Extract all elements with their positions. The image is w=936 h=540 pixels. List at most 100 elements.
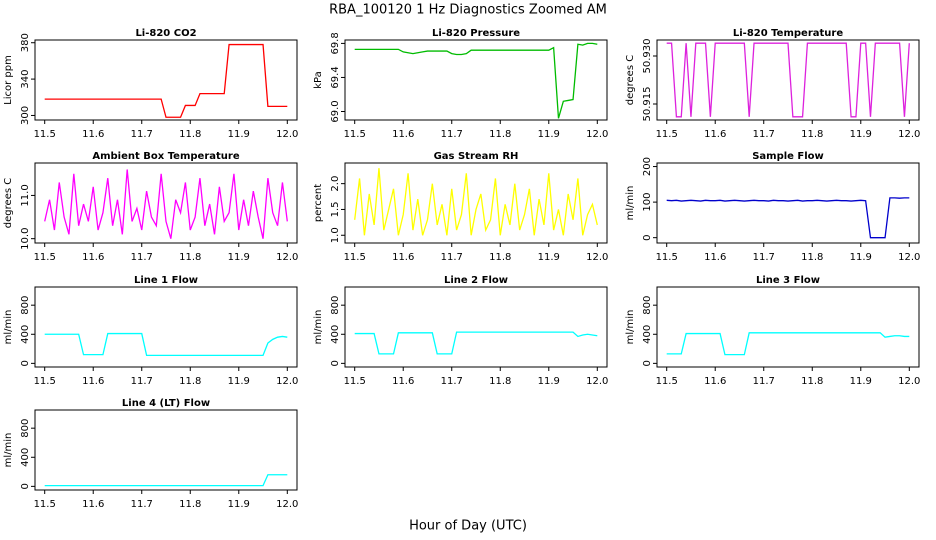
x-tick-label: 11.9 [538, 129, 560, 140]
data-line [354, 331, 598, 355]
panel-title: Li-820 Pressure [432, 28, 520, 39]
x-tick-label: 11.9 [228, 499, 250, 510]
x-tick-label: 11.6 [704, 129, 726, 140]
y-tick-label: 2.0 [330, 176, 341, 192]
y-tick-label: 1.0 [330, 227, 341, 243]
x-tick-label: 11.8 [489, 376, 511, 387]
data-line [354, 168, 598, 236]
panel-title: Ambient Box Temperature [92, 151, 239, 162]
data-line [666, 197, 910, 239]
x-tick-label: 11.9 [228, 252, 250, 263]
x-tick-label: 11.9 [538, 376, 560, 387]
y-tick-label: 800 [20, 296, 31, 315]
panel-title: Li-820 Temperature [733, 28, 843, 39]
x-tick-label: 11.6 [82, 499, 104, 510]
x-tick-label: 11.8 [801, 376, 823, 387]
panel-title: Line 3 Flow [756, 275, 820, 286]
y-tick-label: 0 [20, 483, 31, 489]
x-tick-label: 11.8 [489, 129, 511, 140]
x-tick-label: 11.6 [82, 252, 104, 263]
x-tick-label: 11.6 [82, 376, 104, 387]
y-tick-label: 400 [20, 448, 31, 467]
page-title: RBA_100120 1 Hz Diagnostics Zoomed AM [329, 3, 607, 18]
y-tick-label: 400 [642, 325, 653, 344]
data-line [354, 42, 598, 119]
y-tick-label: 0 [642, 234, 653, 240]
x-tick-label: 11.7 [753, 376, 775, 387]
x-tick-label: 11.8 [179, 129, 201, 140]
x-tick-label: 11.6 [392, 129, 414, 140]
y-tick-label: 0 [330, 360, 341, 366]
y-tick-label: 300 [20, 106, 31, 125]
y-tick-label: 11.0 [20, 184, 31, 206]
plot-frame [656, 39, 920, 121]
x-tick-label: 11.7 [753, 252, 775, 263]
x-tick-label: 11.5 [656, 252, 678, 263]
plot-frame [656, 286, 920, 368]
plot-frame [34, 162, 298, 244]
x-tick-label: 11.7 [131, 129, 153, 140]
y-tick-label: 0 [642, 360, 653, 366]
x-tick-label: 11.5 [34, 129, 56, 140]
x-tick-label: 12.0 [898, 252, 920, 263]
panel-title: Sample Flow [752, 151, 824, 162]
y-axis-label: degrees C [625, 55, 636, 105]
x-tick-label: 11.7 [131, 499, 153, 510]
x-tick-label: 11.8 [179, 376, 201, 387]
x-tick-label: 11.6 [704, 252, 726, 263]
x-tick-label: 11.8 [489, 252, 511, 263]
data-line [666, 332, 910, 356]
x-tick-label: 11.7 [441, 252, 463, 263]
x-tick-label: 11.6 [704, 376, 726, 387]
x-tick-label: 11.5 [344, 252, 366, 263]
y-tick-label: 380 [20, 33, 31, 52]
panel-title: Gas Stream RH [434, 151, 519, 162]
x-tick-label: 11.9 [850, 129, 872, 140]
panel-title: Line 4 (LT) Flow [122, 398, 210, 409]
x-tick-label: 11.7 [753, 129, 775, 140]
x-tick-label: 11.5 [34, 252, 56, 263]
x-tick-label: 11.8 [801, 129, 823, 140]
x-tick-label: 12.0 [586, 129, 608, 140]
y-axis-label: ml/min [3, 433, 14, 468]
plot-frame [656, 162, 920, 244]
y-axis-label: degrees C [3, 178, 14, 228]
y-axis-label: ml/min [625, 186, 636, 221]
x-tick-label: 11.8 [801, 252, 823, 263]
y-tick-label: 800 [20, 419, 31, 438]
y-tick-label: 0 [20, 360, 31, 366]
data-line [666, 42, 910, 118]
x-tick-label: 11.7 [441, 129, 463, 140]
x-tick-label: 11.5 [34, 499, 56, 510]
y-axis-label: percent [313, 184, 324, 222]
x-tick-label: 11.5 [344, 129, 366, 140]
x-tick-label: 12.0 [898, 129, 920, 140]
x-tick-label: 11.5 [656, 376, 678, 387]
y-tick-label: 69.0 [330, 100, 341, 122]
x-tick-label: 12.0 [276, 499, 298, 510]
data-line [44, 332, 288, 357]
x-tick-label: 11.8 [179, 252, 201, 263]
y-tick-label: 800 [642, 296, 653, 315]
y-tick-label: 200 [642, 157, 653, 176]
y-tick-label: 340 [20, 70, 31, 89]
y-tick-label: 50.915 [642, 87, 653, 122]
x-tick-label: 12.0 [898, 376, 920, 387]
x-axis-label: Hour of Day (UTC) [409, 519, 527, 534]
y-tick-label: 10.0 [20, 228, 31, 250]
plot-frame [344, 286, 608, 368]
panel-title: Line 2 Flow [444, 275, 508, 286]
plot-frame [34, 409, 298, 491]
panel-title: Line 1 Flow [134, 275, 198, 286]
y-tick-label: 69.4 [330, 66, 341, 88]
x-tick-label: 11.9 [538, 252, 560, 263]
data-line [44, 474, 288, 487]
x-tick-label: 11.5 [34, 376, 56, 387]
y-axis-label: ml/min [3, 310, 14, 345]
x-tick-label: 11.6 [392, 252, 414, 263]
y-tick-label: 400 [330, 325, 341, 344]
panel-title: Li-820 CO2 [135, 28, 196, 39]
data-line [44, 43, 288, 118]
